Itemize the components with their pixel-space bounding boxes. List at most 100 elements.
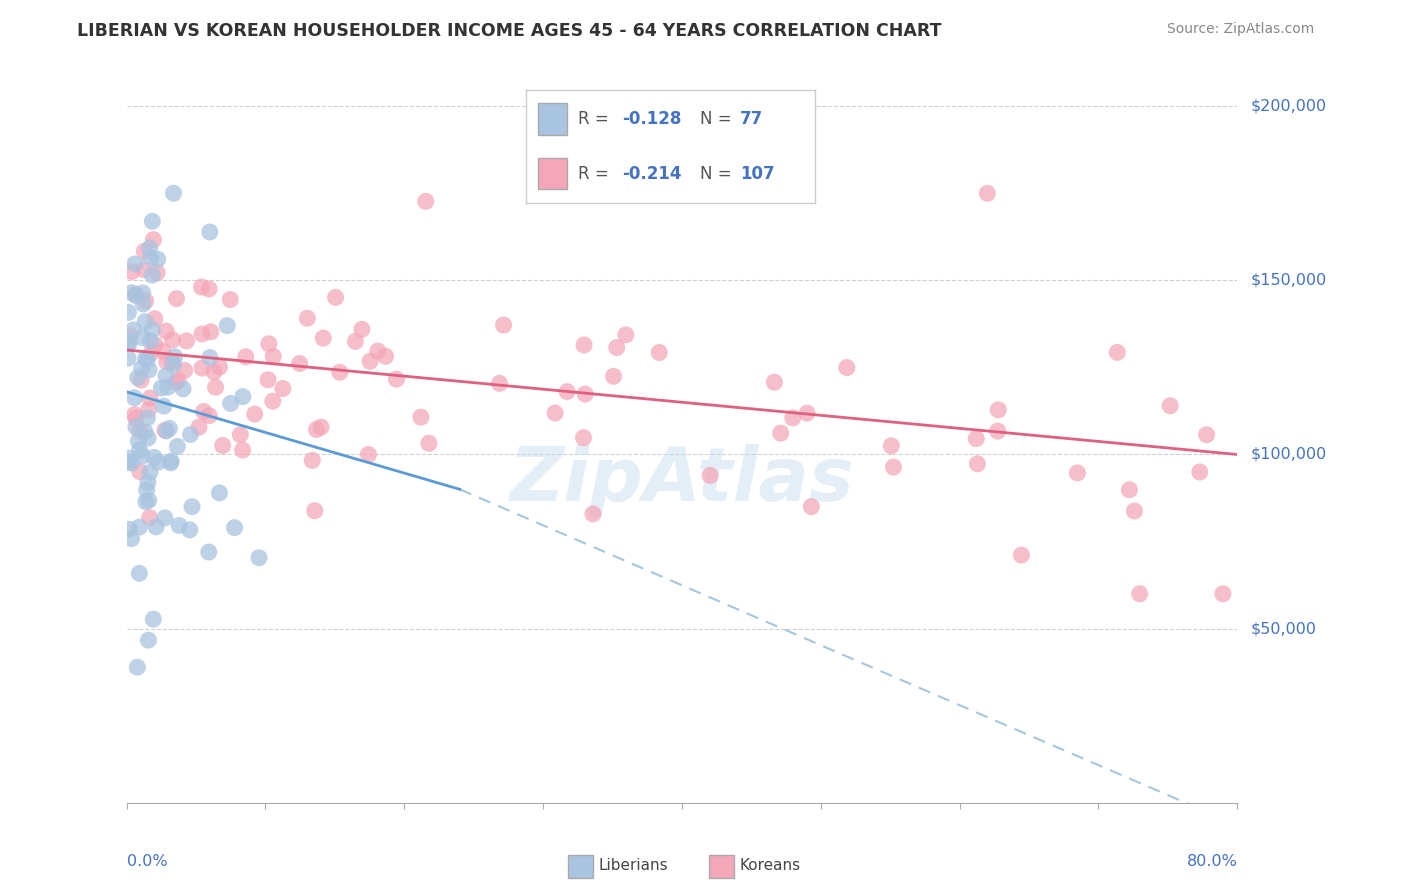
Point [124,408,146,422]
Point [193,404,215,418]
Point [181,500,204,514]
Text: ZipAtlas: ZipAtlas [509,444,855,517]
Point [117,305,139,319]
Point [142,612,165,626]
Point [350,322,373,336]
Point [128,443,150,458]
Point [153,423,176,437]
Point [374,350,396,364]
Text: Liberians: Liberians [599,858,669,872]
Point [136,475,159,490]
Point [247,550,270,565]
Text: $100,000: $100,000 [1250,447,1327,462]
Point [208,486,231,500]
Point [128,520,150,534]
Point [138,363,160,377]
Point [191,326,214,341]
Point [141,323,163,337]
Text: Koreans: Koreans [740,858,800,872]
Point [217,318,239,333]
Point [127,370,149,384]
Point [124,391,146,405]
Point [160,454,183,468]
Point [190,280,212,294]
Point [138,510,160,524]
Point [271,382,294,396]
Point [1159,399,1181,413]
Point [1212,587,1234,601]
Point [146,266,169,280]
Point [139,466,162,480]
Point [614,327,637,342]
Point [187,420,209,434]
Point [602,369,624,384]
Bar [709,855,734,878]
Point [211,438,233,452]
Point [152,399,174,413]
Point [173,363,195,377]
Point [172,382,194,396]
Point [176,334,198,348]
Point [344,334,367,349]
Point [243,407,266,421]
Point [488,376,510,391]
Point [219,293,242,307]
Point [121,264,143,278]
Point [166,440,188,454]
Text: $50,000: $50,000 [1250,621,1316,636]
Point [763,375,786,389]
Point [304,504,326,518]
Point [138,493,160,508]
Point [152,344,174,359]
Point [118,336,141,351]
Point [1118,483,1140,497]
Point [329,365,352,379]
Text: $150,000: $150,000 [1250,273,1327,288]
Point [136,431,159,445]
Point [359,354,381,368]
Point [167,373,190,387]
Point [159,421,181,435]
Point [357,447,380,461]
Point [288,357,311,371]
Point [1129,587,1152,601]
Text: $200,000: $200,000 [1250,99,1327,113]
Point [582,507,605,521]
Point [141,214,163,228]
Point [146,252,169,267]
Point [153,511,176,525]
Point [156,354,179,368]
Point [128,566,150,581]
Point [141,268,163,282]
Point [882,460,904,475]
Point [219,396,242,410]
Point [224,521,246,535]
Point [132,262,155,277]
Point [976,186,998,201]
Point [134,315,156,329]
Point [235,350,257,364]
Point [544,406,567,420]
Point [143,311,166,326]
Point [125,411,148,425]
Point [132,297,155,311]
Point [124,288,146,302]
Point [1195,427,1218,442]
Point [162,186,184,201]
Point [128,465,150,479]
Point [1123,504,1146,518]
Point [139,251,162,265]
Point [204,380,226,394]
Point [135,293,157,308]
Point [782,410,804,425]
Point [162,333,184,347]
Point [305,422,328,436]
Point [606,341,628,355]
Point [132,285,155,300]
Point [555,384,578,399]
Point [118,451,141,466]
Point [156,380,179,394]
Point [150,381,173,395]
Point [966,457,988,471]
Point [127,660,149,674]
